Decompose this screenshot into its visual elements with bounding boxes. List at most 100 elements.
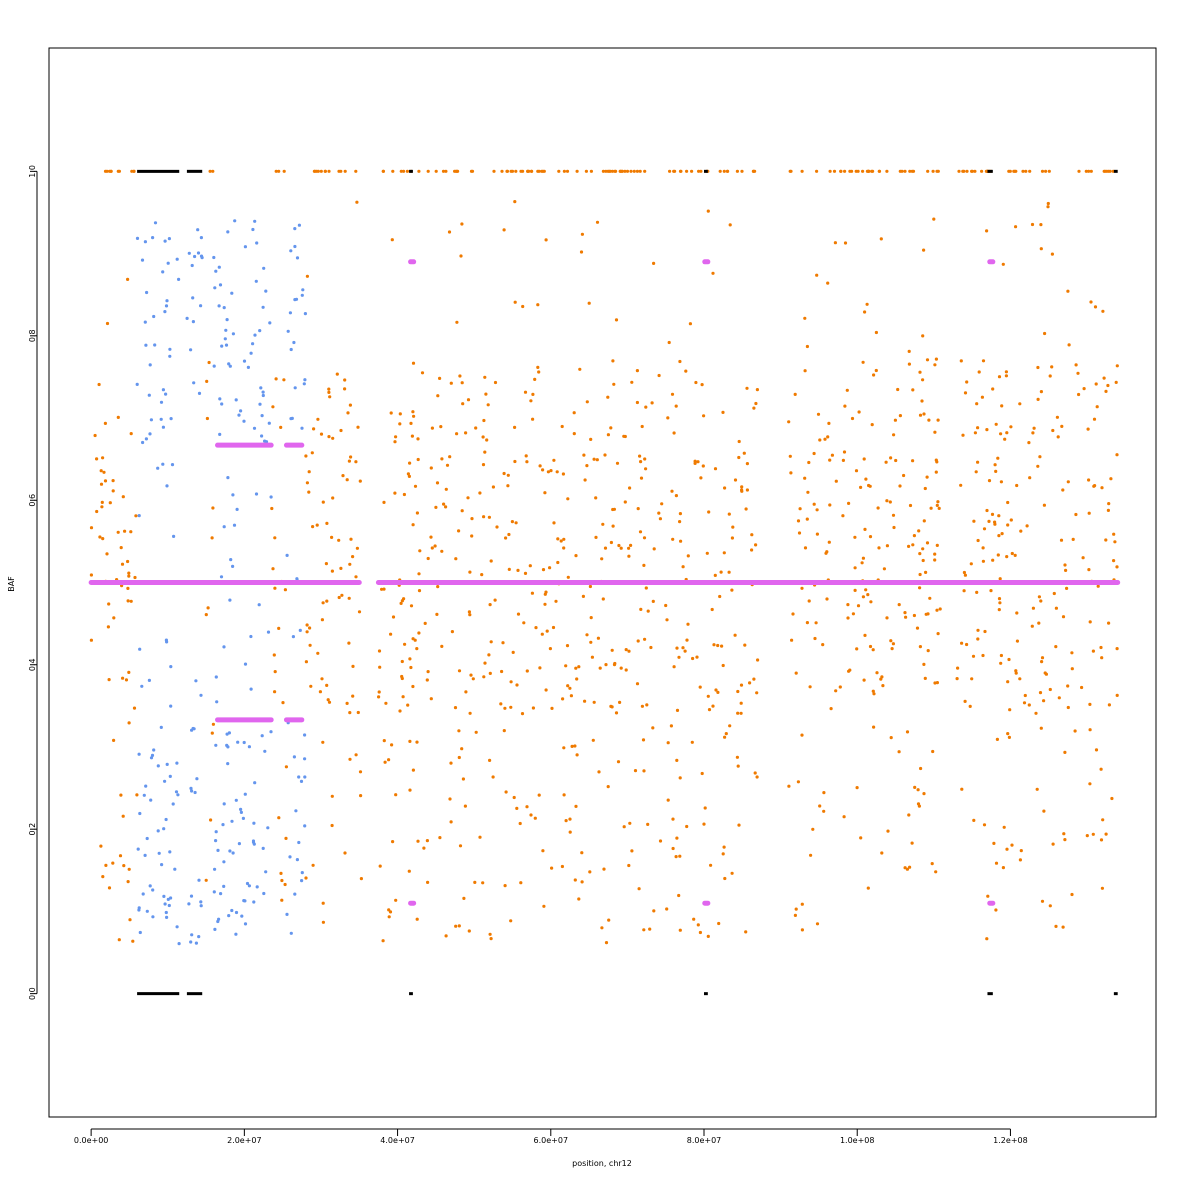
orange-point	[822, 809, 826, 813]
orange-point	[848, 169, 852, 173]
orange-point	[592, 457, 596, 461]
blue-point	[231, 564, 235, 569]
orange-point	[1002, 825, 1006, 829]
orange-point	[665, 907, 669, 911]
orange-point	[1004, 370, 1009, 374]
orange-point	[974, 470, 978, 474]
orange-point	[127, 670, 131, 675]
orange-point	[1044, 169, 1048, 173]
orange-point	[640, 704, 645, 708]
blue-point	[138, 811, 142, 816]
orange-point	[803, 476, 807, 480]
orange-point	[976, 628, 980, 632]
orange-point	[727, 570, 731, 574]
orange-point	[707, 708, 712, 712]
orange-point	[462, 896, 466, 901]
orange-point	[869, 600, 873, 604]
orange-point	[610, 648, 614, 652]
blue-point	[234, 932, 238, 936]
orange-point	[898, 414, 903, 418]
orange-point	[271, 567, 275, 571]
orange-point	[423, 621, 427, 626]
blue-point	[266, 630, 271, 634]
orange-point	[956, 666, 960, 670]
orange-point	[707, 510, 711, 514]
orange-point	[556, 560, 560, 565]
orange-point	[846, 616, 850, 620]
orange-point	[409, 604, 414, 608]
orange-point	[425, 678, 429, 682]
orange-point	[349, 537, 353, 541]
orange-point	[348, 403, 352, 407]
orange-point	[868, 644, 873, 649]
orange-point	[635, 400, 640, 405]
orange-point	[623, 500, 627, 504]
y-tick-label: 0.4	[28, 658, 37, 671]
orange-point	[681, 565, 685, 569]
orange-point	[104, 863, 108, 868]
orange-point	[1037, 595, 1041, 599]
orange-point	[702, 414, 706, 418]
orange-point	[1081, 556, 1085, 560]
orange-point	[918, 370, 922, 374]
orange-point	[381, 939, 385, 943]
orange-point	[853, 535, 857, 539]
orange-point	[308, 626, 312, 630]
orange-point	[674, 404, 678, 408]
orange-point	[569, 694, 574, 698]
blue-point	[213, 286, 217, 290]
orange-point	[736, 764, 740, 768]
orange-point	[1051, 428, 1055, 433]
orange-point	[678, 854, 682, 858]
orange-point	[850, 416, 855, 421]
orange-point	[931, 169, 935, 173]
blue-point	[162, 894, 166, 899]
orange-point	[938, 607, 942, 611]
orange-point	[1042, 809, 1046, 813]
orange-point	[812, 502, 816, 506]
orange-point	[730, 588, 734, 592]
blue-point	[237, 413, 241, 417]
orange-point	[809, 853, 813, 857]
orange-point	[612, 382, 616, 386]
orange-point	[337, 169, 341, 173]
blue-point	[289, 931, 293, 935]
orange-point	[574, 666, 578, 670]
orange-point	[327, 700, 332, 704]
blue-point	[149, 756, 154, 760]
orange-point	[438, 376, 442, 380]
orange-point	[426, 556, 430, 561]
blue-point	[222, 802, 226, 806]
blue-point	[163, 239, 167, 243]
orange-point	[1070, 651, 1074, 655]
orange-point	[1022, 701, 1027, 705]
orange-point	[327, 169, 331, 173]
orange-point	[481, 463, 486, 467]
blue-point	[303, 775, 307, 779]
orange-point	[675, 708, 680, 713]
blue-point	[243, 245, 247, 249]
orange-point	[805, 344, 810, 349]
orange-point	[971, 654, 976, 658]
orange-point	[679, 539, 683, 543]
orange-point	[455, 432, 459, 436]
orange-point	[834, 479, 838, 483]
blue-point	[242, 740, 246, 745]
orange-point	[643, 457, 647, 461]
orange-point	[718, 594, 722, 599]
orange-point	[755, 775, 759, 779]
orange-point	[304, 876, 308, 880]
blue-point	[224, 328, 228, 332]
orange-point	[406, 703, 410, 707]
blue-point	[239, 807, 243, 812]
orange-point	[915, 626, 920, 630]
orange-point	[1014, 671, 1018, 675]
orange-point	[435, 612, 439, 617]
blue-point	[192, 727, 196, 731]
orange-point	[994, 422, 998, 426]
orange-point	[688, 322, 693, 326]
orange-point	[564, 819, 568, 823]
orange-point	[703, 806, 707, 810]
orange-point	[791, 612, 795, 616]
orange-point	[1099, 645, 1103, 650]
